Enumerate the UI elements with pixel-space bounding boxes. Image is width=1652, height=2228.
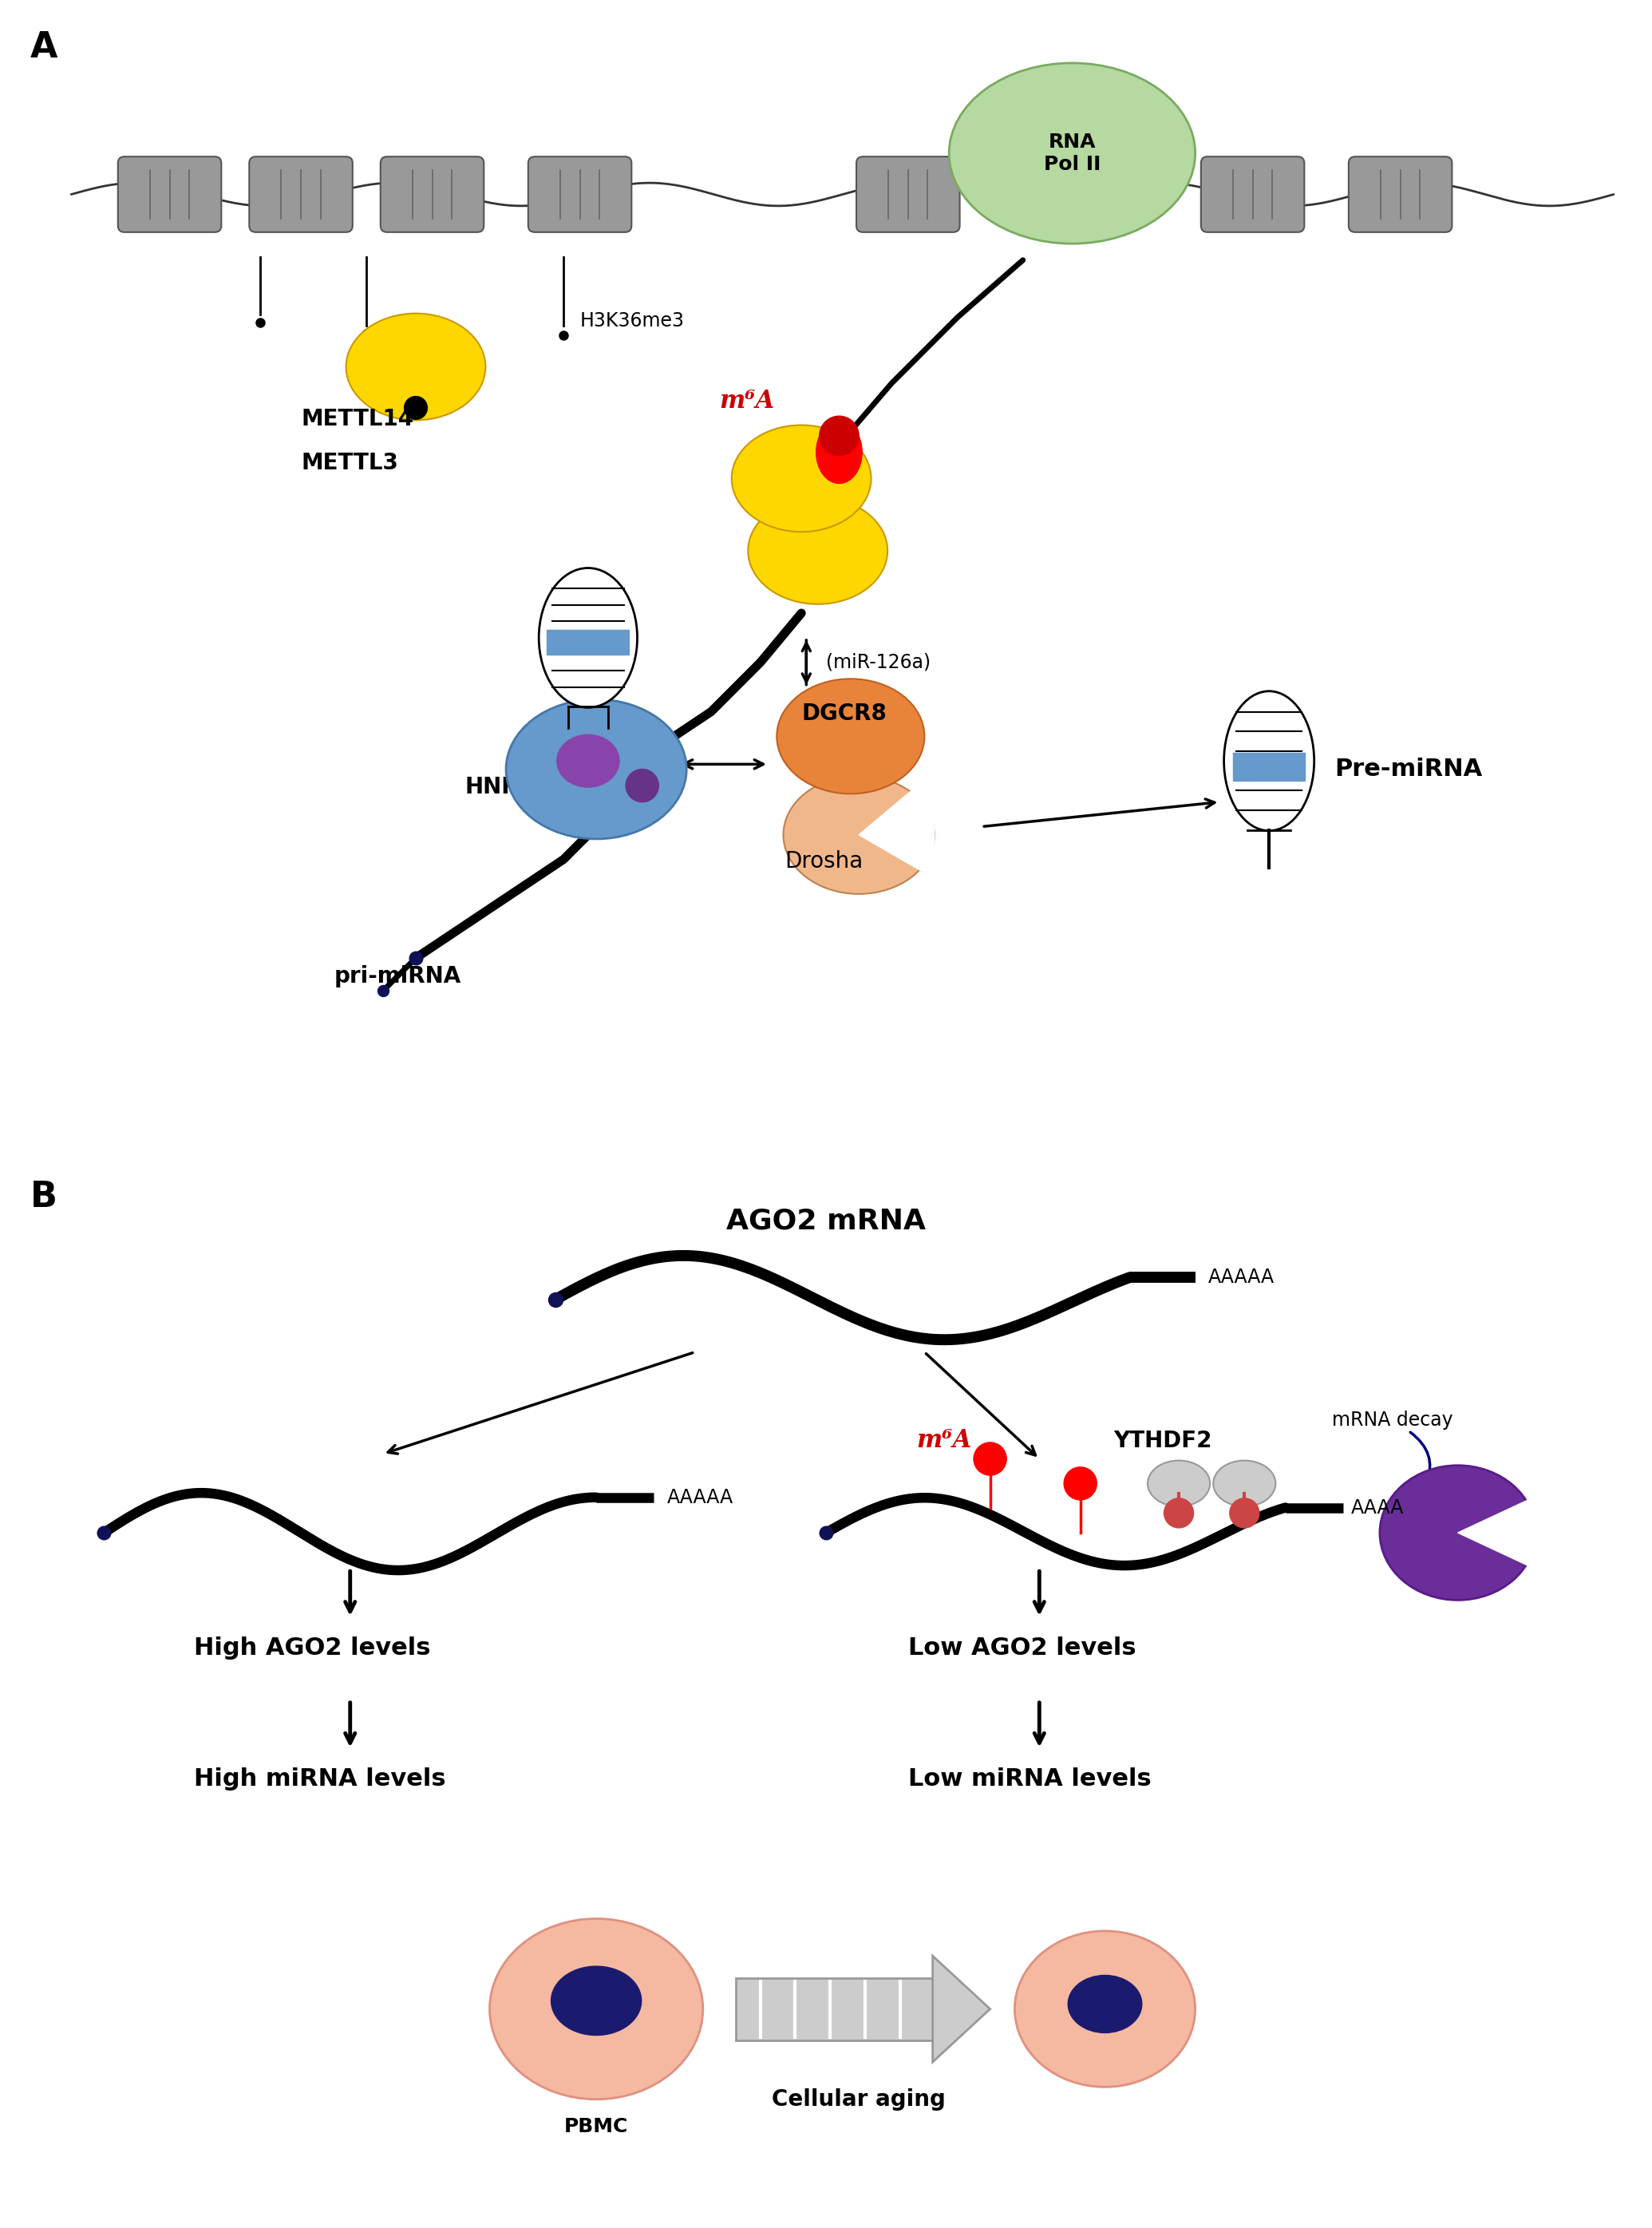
Circle shape — [626, 769, 659, 802]
Text: METTL3: METTL3 — [301, 452, 398, 475]
Circle shape — [819, 417, 859, 455]
Text: AAAAA: AAAAA — [1208, 1268, 1275, 1288]
Ellipse shape — [345, 314, 486, 421]
Circle shape — [1064, 1466, 1097, 1499]
Wedge shape — [1457, 1497, 1540, 1569]
Text: METTL14: METTL14 — [301, 408, 413, 430]
Text: RNA
Pol II: RNA Pol II — [1044, 134, 1100, 174]
Text: pri-miRNA: pri-miRNA — [334, 965, 461, 987]
Circle shape — [405, 397, 428, 419]
Text: B: B — [30, 1179, 58, 1214]
Text: m⁶A: m⁶A — [719, 388, 775, 414]
Circle shape — [1165, 1497, 1193, 1528]
Ellipse shape — [948, 62, 1194, 243]
Text: Low AGO2 levels: Low AGO2 levels — [909, 1635, 1137, 1660]
Ellipse shape — [1148, 1462, 1209, 1506]
Bar — [1232, 753, 1305, 780]
Text: Cellular aging: Cellular aging — [771, 2088, 945, 2110]
Text: High AGO2 levels: High AGO2 levels — [195, 1635, 431, 1660]
Ellipse shape — [539, 568, 638, 709]
Ellipse shape — [557, 735, 620, 786]
Text: AGO2 mRNA: AGO2 mRNA — [727, 1208, 925, 1234]
Ellipse shape — [732, 426, 871, 532]
FancyBboxPatch shape — [117, 156, 221, 232]
Ellipse shape — [489, 1918, 704, 2099]
Polygon shape — [933, 1956, 990, 2063]
Text: mRNA decay: mRNA decay — [1332, 1410, 1452, 1430]
Text: m⁶A: m⁶A — [917, 1428, 971, 1453]
Text: Drosha: Drosha — [785, 851, 864, 873]
Text: (miR-126a): (miR-126a) — [826, 653, 930, 673]
Ellipse shape — [748, 497, 887, 604]
Ellipse shape — [816, 421, 862, 483]
Circle shape — [1229, 1497, 1259, 1528]
Ellipse shape — [1069, 1976, 1142, 2032]
FancyBboxPatch shape — [529, 156, 631, 232]
Text: DGCR8: DGCR8 — [801, 702, 887, 724]
FancyBboxPatch shape — [856, 156, 960, 232]
Ellipse shape — [506, 700, 687, 840]
Bar — [735, 1978, 942, 2041]
FancyBboxPatch shape — [249, 156, 352, 232]
Ellipse shape — [783, 775, 935, 893]
Text: Low miRNA levels: Low miRNA levels — [909, 1767, 1151, 1791]
Text: HNRNPA2B1: HNRNPA2B1 — [464, 775, 616, 798]
Ellipse shape — [552, 1967, 641, 2034]
FancyBboxPatch shape — [1201, 156, 1305, 232]
Text: AAAAA: AAAAA — [667, 1488, 733, 1506]
Text: H3K36me3: H3K36me3 — [580, 312, 684, 330]
Ellipse shape — [1014, 1932, 1194, 2088]
Text: A: A — [30, 31, 58, 65]
Text: PBMC: PBMC — [565, 2117, 628, 2137]
Ellipse shape — [776, 680, 925, 793]
Ellipse shape — [1379, 1466, 1536, 1600]
Ellipse shape — [1224, 691, 1315, 831]
FancyBboxPatch shape — [1021, 156, 1123, 232]
FancyBboxPatch shape — [1348, 156, 1452, 232]
Text: Pre-miRNA: Pre-miRNA — [1335, 758, 1482, 780]
Circle shape — [973, 1442, 1006, 1475]
Text: High miRNA levels: High miRNA levels — [195, 1767, 446, 1791]
Text: AAAA: AAAA — [1351, 1497, 1404, 1517]
Bar — [547, 631, 629, 655]
Wedge shape — [859, 786, 935, 873]
Ellipse shape — [1213, 1462, 1275, 1506]
FancyBboxPatch shape — [380, 156, 484, 232]
Text: YTHDF2: YTHDF2 — [1113, 1430, 1211, 1453]
